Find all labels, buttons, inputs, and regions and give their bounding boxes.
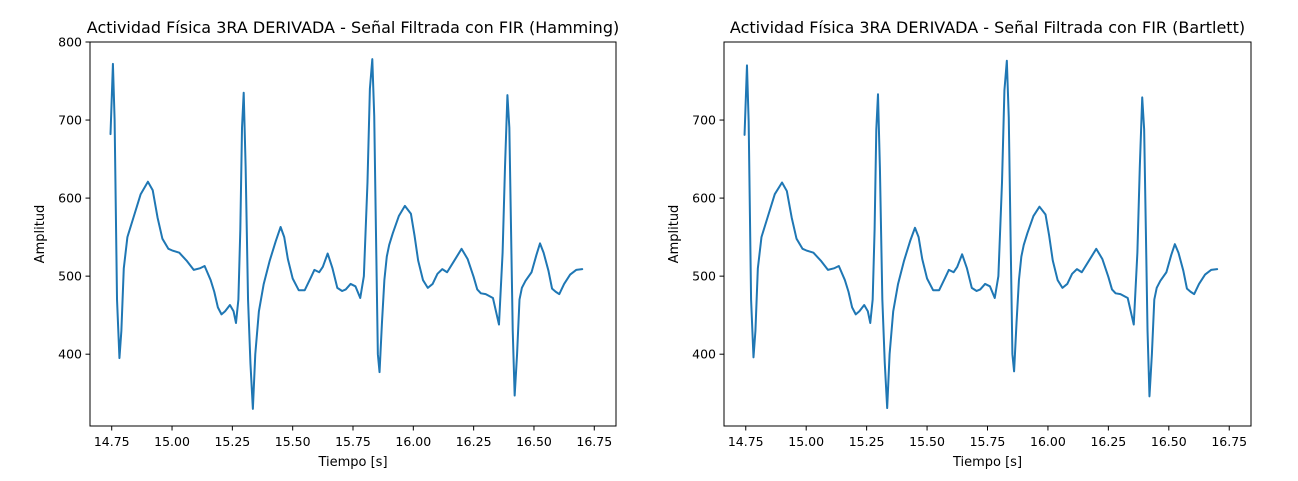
series-line-hamming bbox=[109, 58, 584, 410]
x-tick-label-hamming: 15.25 bbox=[214, 434, 250, 449]
chart-hamming: 14.75 15.00 15.25 15.50 15.75 16.00 16.25 16.50… bbox=[33, 18, 619, 470]
x-tick-label-bartlett: 16.50 bbox=[1151, 434, 1187, 449]
y-tick-label-hamming: 500 bbox=[58, 269, 82, 284]
chart-title-hamming: Actividad Física 3RA DERIVADA - Señal Fi… bbox=[87, 18, 619, 37]
x-tick-label-hamming: 14.75 bbox=[94, 434, 130, 449]
y-tick-label-bartlett: 700 bbox=[692, 113, 716, 128]
x-axis-label-hamming: Tiempo [s] bbox=[317, 455, 387, 470]
y-tick-label-hamming: 400 bbox=[58, 347, 82, 362]
x-tick-label-bartlett: 15.25 bbox=[849, 434, 885, 449]
x-tick-label-bartlett: 16.25 bbox=[1090, 434, 1126, 449]
x-tick-label-hamming: 16.75 bbox=[576, 434, 612, 449]
y-tick-label-hamming: 800 bbox=[58, 35, 82, 50]
x-tick-label-bartlett: 15.50 bbox=[909, 434, 945, 449]
x-tick-label-hamming: 15.00 bbox=[154, 434, 190, 449]
plot-area-hamming bbox=[90, 42, 616, 426]
x-axis-label-bartlett: Tiempo [s] bbox=[952, 455, 1022, 470]
plot-area-bartlett bbox=[724, 42, 1251, 426]
x-tick-label-bartlett: 15.00 bbox=[788, 434, 824, 449]
y-tick-label-bartlett: 500 bbox=[692, 269, 716, 284]
x-tick-label-bartlett: 16.75 bbox=[1211, 434, 1247, 449]
y-axis-label-hamming: Amplitud bbox=[33, 205, 48, 264]
y-axis-label-bartlett: Amplitud bbox=[667, 205, 682, 264]
x-tick-label-bartlett: 15.75 bbox=[970, 434, 1006, 449]
y-tick-label-bartlett: 600 bbox=[692, 191, 716, 206]
chart-title-bartlett: Actividad Física 3RA DERIVADA - Señal Fi… bbox=[730, 18, 1245, 37]
x-tick-label-hamming: 15.75 bbox=[335, 434, 371, 449]
x-tick-label-hamming: 16.50 bbox=[516, 434, 552, 449]
y-tick-label-hamming: 600 bbox=[58, 191, 82, 206]
x-tick-label-bartlett: 16.00 bbox=[1030, 434, 1066, 449]
y-tick-label-bartlett: 400 bbox=[692, 347, 716, 362]
y-tick-label-hamming: 700 bbox=[58, 113, 82, 128]
x-tick-label-hamming: 15.50 bbox=[275, 434, 311, 449]
x-tick-label-hamming: 16.25 bbox=[456, 434, 492, 449]
chart-bartlett: 14.75 15.00 15.25 15.50 15.75 16.00 16.25 16.50… bbox=[667, 18, 1252, 470]
series-line-bartlett bbox=[743, 59, 1219, 410]
x-tick-label-bartlett: 14.75 bbox=[728, 434, 764, 449]
x-tick-label-hamming: 16.00 bbox=[395, 434, 431, 449]
